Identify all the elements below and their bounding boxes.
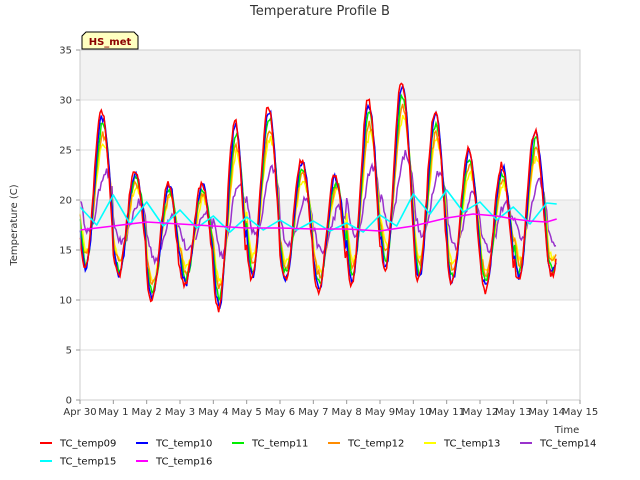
x-tick-label: May 4	[198, 407, 228, 418]
x-tick-label: May 13	[495, 407, 532, 418]
x-tick-label: May 10	[395, 407, 432, 418]
x-tick-label: May 14	[528, 407, 565, 418]
x-tick-label: May 6	[265, 407, 295, 418]
x-tick-label: May 3	[165, 407, 195, 418]
x-tick-label: May 7	[298, 407, 328, 418]
x-tick-label: May 8	[332, 407, 362, 418]
series-line-tc_temp15	[79, 189, 557, 233]
y-tick-label: 0	[66, 396, 72, 407]
plot-background	[80, 50, 580, 400]
legend-label-tc_temp12: TC_temp12	[347, 439, 404, 450]
x-tick-label: May 1	[98, 407, 128, 418]
y-axis-ticks: 0 5 10 15 20 25 30 35	[59, 46, 80, 407]
y-tick-label: 25	[59, 146, 72, 157]
legend-label-tc_temp09: TC_temp09	[59, 439, 116, 450]
legend-label-tc_temp13: TC_temp13	[443, 439, 500, 450]
y-axis-label: Temperature (C)	[9, 184, 20, 266]
y-tick-label: 10	[59, 296, 72, 307]
x-tick-label: May 11	[428, 407, 465, 418]
x-tick-label: May 12	[462, 407, 499, 418]
hs-met-badge: HS_met	[81, 31, 139, 50]
chart-title: Temperature Profile B	[249, 4, 390, 19]
legend-label-tc_temp14: TC_temp14	[539, 439, 596, 450]
y-tick-label: 30	[59, 96, 72, 107]
series-line-tc_temp09	[79, 82, 557, 313]
plot-frame	[79, 49, 581, 401]
shaded-band-1	[80, 50, 580, 100]
x-axis-label: Time	[554, 425, 579, 436]
legend-label-tc_temp15: TC_temp15	[59, 457, 116, 468]
y-tick-label: 5	[66, 346, 72, 357]
legend-label-tc_temp11: TC_temp11	[251, 439, 308, 450]
series-line-tc_temp16	[79, 213, 557, 232]
x-tick-label: May 2	[132, 407, 162, 418]
legend-label-tc_temp16: TC_temp16	[155, 457, 212, 468]
legend-label-tc_temp10: TC_temp10	[155, 439, 212, 450]
y-tick-label: 20	[59, 196, 72, 207]
legend: TC_temp09 TC_temp10 TC_temp11 TC_temp12 TC_t…	[40, 439, 596, 468]
x-tick-label: May 9	[365, 407, 395, 418]
x-tick-label: May 15	[562, 407, 599, 418]
badge-box	[81, 31, 139, 50]
x-axis-ticks: Apr 30 May 1 May 2 May 3 May 4 May 5 May 6 May …	[63, 400, 598, 418]
badge-label: HS_met	[89, 37, 132, 48]
series-layer	[79, 82, 557, 313]
x-tick-label: Apr 30	[63, 407, 96, 418]
y-tick-label: 15	[59, 246, 72, 257]
x-tick-label: May 5	[232, 407, 262, 418]
y-tick-label: 35	[59, 46, 72, 57]
plot-border	[79, 49, 581, 401]
